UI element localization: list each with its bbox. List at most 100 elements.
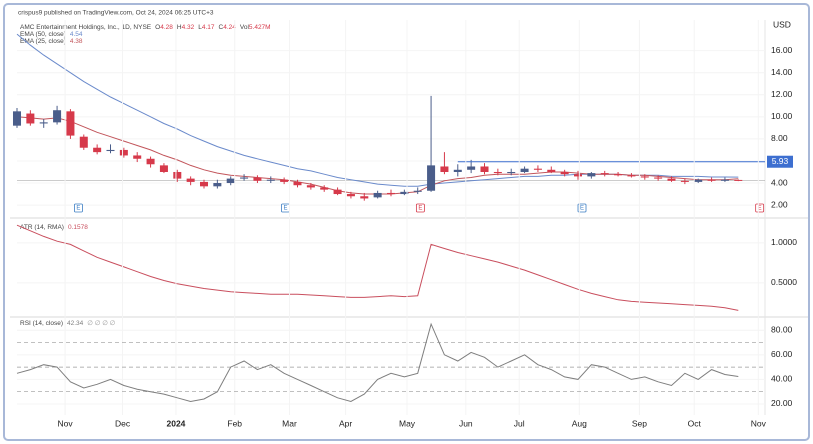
candle-body [533,168,542,170]
x-tick-label: Mar [282,418,297,428]
event-label: E [283,206,287,212]
candle-body [26,113,35,124]
candle-body [253,177,262,181]
candle-body [106,149,115,152]
ohlc-value: 5.427M [249,24,271,31]
candle-body [587,173,596,177]
ohlc-label: O [155,24,160,31]
x-tick-label: Nov [751,418,767,428]
candle-body [507,171,516,174]
x-tick-label: May [399,418,416,428]
candle-body [213,183,222,187]
level-label-box [767,155,793,168]
candle-body [614,174,623,176]
y-tick-label: 12.00 [771,89,793,99]
candle-body [413,190,422,192]
candle-body [320,187,329,190]
symbol-name: AMC Entertainment Holdings, Inc., 1D, NY… [20,24,152,31]
candle-body [707,179,716,181]
y-tick-label: 20.00 [771,398,793,408]
legend-extra: ∅ ∅ ∅ ∅ [87,320,115,327]
candle-body [480,166,489,172]
legend-value: 0.1578 [68,224,88,231]
candle-body [573,174,583,177]
x-tick-label: Oct [688,418,702,428]
legend-title: AMC Entertainment Holdings, Inc., 1D, NY… [20,24,271,31]
legend-entry: EMA (25, close) 4.38 [20,38,83,45]
y-tick-label: 0.5000 [771,277,797,287]
x-tick-label: Dec [115,418,131,428]
event-marker [755,203,765,213]
candle-body [520,168,529,172]
y-tick-label: 16.00 [771,45,793,55]
legend-name: RSI (14, close) [20,320,63,327]
legend-entry: ATR (14, RMA) 0.1578 [20,224,88,231]
candle-body [333,189,342,195]
candle-body [133,155,142,159]
x-tick-label: Apr [339,418,352,428]
candle-body [306,185,315,188]
x-tick-label: Nov [58,418,74,428]
legend-value: 42.34 [67,320,84,327]
event-label: E [418,206,422,212]
candle-body [734,179,743,181]
y-tick-label: 60.00 [771,349,793,359]
event-label: E [76,206,80,212]
candle-body [186,178,195,182]
candle-body [66,111,75,136]
ohlc-label: H [177,24,182,31]
candle-body [400,191,409,195]
ohlc-value: 4.32 [182,24,195,31]
ohlc-value: 4.28 [160,24,173,31]
candle-body [240,177,249,179]
candle-body [199,181,209,187]
y-tick-label: 10.00 [771,111,793,121]
y-tick-label: 14.00 [771,67,793,77]
legend-name: EMA (25, close) [20,38,66,45]
y-tick-label: 2.00 [771,199,788,209]
x-tick-label: Jun [459,418,473,428]
candle-body [386,192,396,195]
candle-body [694,179,703,182]
candle-body [667,178,676,181]
x-tick-label: 2024 [166,418,185,428]
candle-body [627,175,636,177]
candle-body [226,178,235,184]
event-label: E [580,206,584,212]
legend-entry: EMA (50, close) 4.54 [20,31,83,38]
legend-entry: RSI (14, close) 42.34 ∅ ∅ ∅ ∅ [20,320,116,327]
candle-body [53,110,62,123]
candle-body [654,177,663,179]
candle-body [560,171,569,175]
event-marker [415,203,425,213]
candle-body [440,166,449,172]
legend-value: 4.38 [70,38,83,45]
legend-name: EMA (50, close) [20,31,66,38]
candle-body [119,149,128,156]
candle-body [493,171,502,174]
ohlc-label: C [219,24,224,31]
y-tick-label: 40.00 [771,374,793,384]
candle-body [373,192,382,198]
candle-body [640,176,649,178]
legend-value: 4.54 [70,31,83,38]
event-marker [74,203,83,213]
legend-name: ATR (14, RMA) [20,224,64,231]
ohlc-value: 4.17 [202,24,215,31]
candle-body [159,165,168,172]
x-tick-label: Jul [514,418,525,428]
candle-body [720,179,729,181]
candle-body [680,180,689,182]
header: crispus9 published on TradingView.com, O… [18,10,214,17]
candle-body [93,147,102,153]
x-tick-label: Feb [227,418,242,428]
candle-body [360,196,369,199]
candle-body [346,194,355,197]
candle-body [427,165,436,191]
y-tick-label: 80.00 [771,325,793,335]
candle-body [79,136,88,148]
candle-body [12,111,22,126]
ohlc-value: 4.24 [223,24,236,31]
event-marker [577,203,587,213]
